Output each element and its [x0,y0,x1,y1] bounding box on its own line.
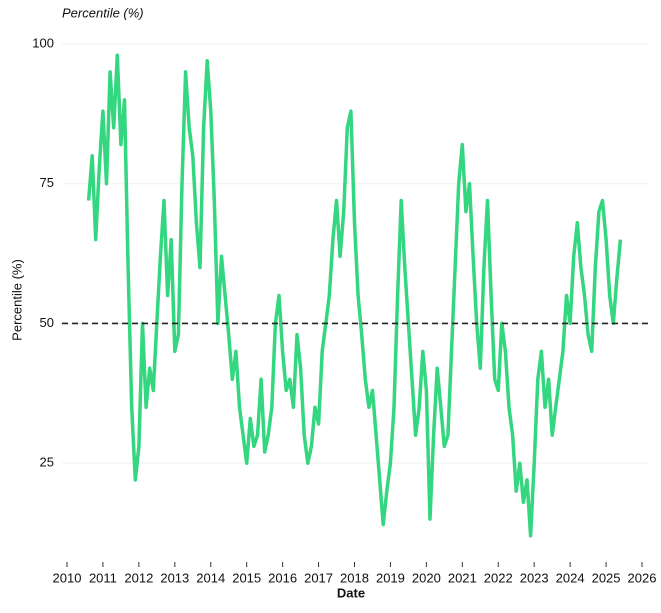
x-tick-label: 2012 [124,570,153,585]
x-tick-label: 2024 [556,570,585,585]
y-tick-label: 50 [40,315,54,330]
x-tick-label: 2015 [232,570,261,585]
x-tick-label: 2014 [196,570,225,585]
x-tick-label: 2023 [520,570,549,585]
x-tick-label: 2022 [484,570,513,585]
y-tick-label: 75 [40,175,54,190]
x-tick-label: 2020 [412,570,441,585]
x-tick-label: 2016 [268,570,297,585]
x-tick-label: 2026 [628,570,657,585]
x-tick-label: 2018 [340,570,369,585]
x-tick-label: 2010 [53,570,82,585]
y-axis-label: Percentile (%) [9,259,24,341]
x-axis-label: Date [337,585,365,600]
x-tick-label: 2025 [592,570,621,585]
y-tick-label: 25 [40,455,54,470]
x-tick-label: 2021 [448,570,477,585]
x-tick-label: 2017 [304,570,333,585]
data-line [86,53,623,538]
x-tick-label: 2013 [160,570,189,585]
x-tick-label: 2019 [376,570,405,585]
y-tick-label: 100 [32,35,54,50]
chart-title: Percentile (%) [62,5,144,20]
x-tick-label: 2011 [89,570,117,585]
